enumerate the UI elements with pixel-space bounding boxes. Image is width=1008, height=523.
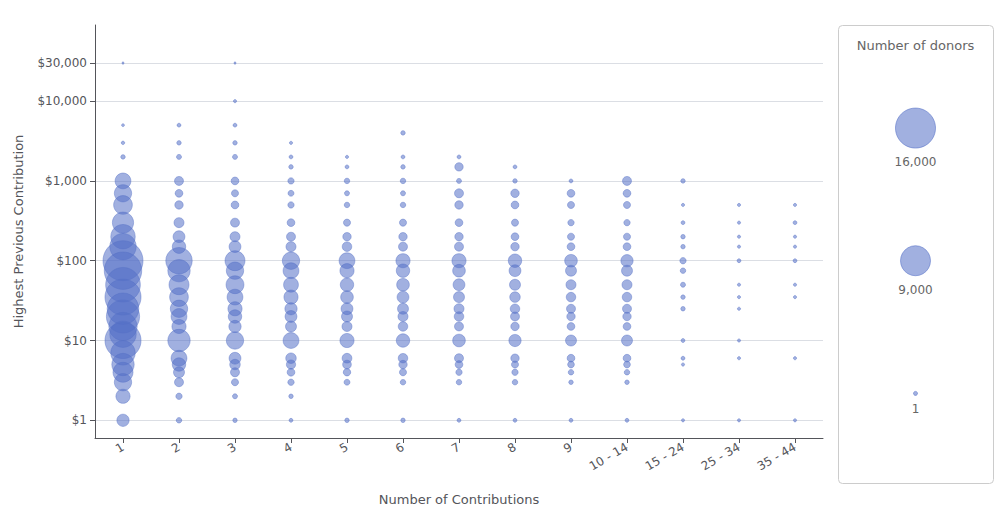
svg-text:7: 7 <box>449 440 463 456</box>
svg-text:$100: $100 <box>56 254 87 268</box>
svg-text:1: 1 <box>113 440 127 456</box>
svg-text:$1: $1 <box>72 413 87 427</box>
svg-text:$10,000: $10,000 <box>37 94 87 108</box>
svg-text:1: 1 <box>912 402 920 416</box>
svg-text:8: 8 <box>505 440 519 456</box>
svg-text:6: 6 <box>393 440 407 456</box>
svg-text:5: 5 <box>337 440 351 456</box>
svg-text:2: 2 <box>169 440 183 456</box>
svg-text:35 - 44: 35 - 44 <box>755 440 799 473</box>
svg-text:$1,000: $1,000 <box>45 174 87 188</box>
svg-text:10 - 14: 10 - 14 <box>587 440 631 473</box>
svg-text:4: 4 <box>281 440 295 456</box>
svg-text:15 - 24: 15 - 24 <box>643 440 687 473</box>
svg-text:Number of Contributions: Number of Contributions <box>379 492 540 507</box>
svg-text:9: 9 <box>561 440 575 456</box>
svg-text:16,000: 16,000 <box>895 155 937 169</box>
svg-text:$30,000: $30,000 <box>37 56 87 70</box>
svg-text:9,000: 9,000 <box>898 283 932 297</box>
svg-text:Number of donors: Number of donors <box>857 38 975 53</box>
svg-text:$10: $10 <box>64 334 87 348</box>
svg-text:Highest Previous Contribution: Highest Previous Contribution <box>11 135 26 329</box>
svg-text:3: 3 <box>225 440 239 456</box>
svg-text:25 - 34: 25 - 34 <box>699 440 743 473</box>
